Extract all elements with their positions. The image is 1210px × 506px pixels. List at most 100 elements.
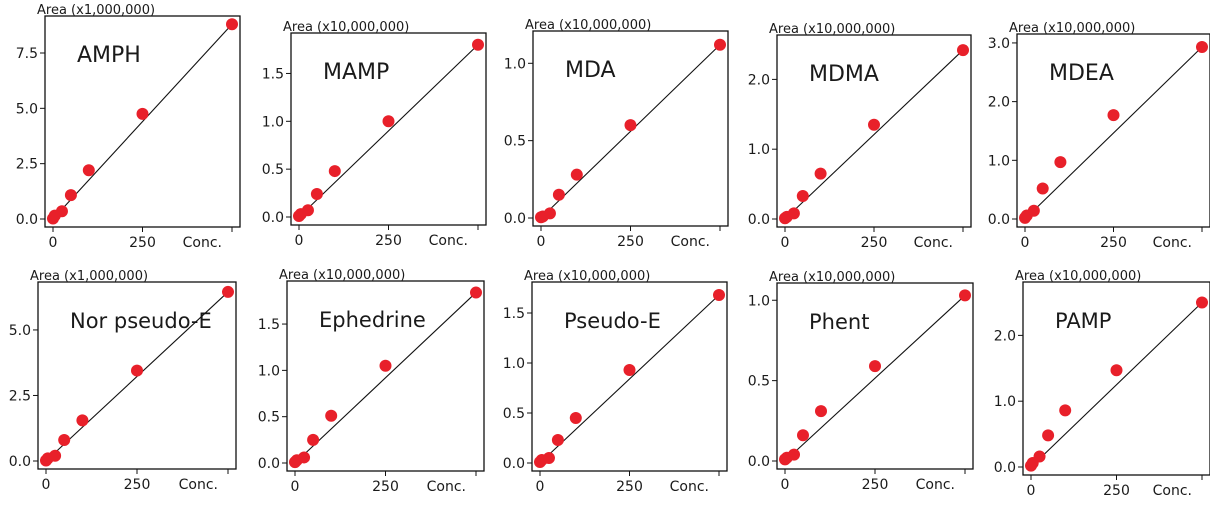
plot-frame (1022, 281, 1210, 476)
x-axis-label: Conc. (1153, 235, 1192, 251)
y-tick-label: 5.0 (16, 101, 38, 117)
data-point (1110, 364, 1123, 377)
y-tick-label: 3.0 (988, 36, 1010, 52)
fit-line (294, 292, 477, 464)
y-tick-label: 7.5 (16, 46, 38, 62)
fit-line (539, 294, 720, 464)
x-axis-label: Conc. (1153, 483, 1192, 499)
data-point (570, 168, 583, 181)
y-tick-label: 1.0 (504, 56, 526, 72)
x-axis-label: Conc. (179, 477, 218, 493)
data-point (788, 448, 800, 461)
x-tick-label: 250 (375, 233, 402, 249)
x-axis-label: Conc. (914, 235, 953, 251)
data-point (713, 289, 725, 301)
fit-line (1024, 46, 1203, 220)
x-tick-label: 0 (295, 233, 304, 249)
data-point (1107, 109, 1120, 122)
fit-line (784, 295, 966, 462)
data-point (310, 188, 323, 201)
data-point (814, 167, 827, 180)
x-tick-label: 250 (862, 477, 889, 493)
data-point (1042, 429, 1055, 442)
x-tick-label: 0 (291, 479, 300, 495)
x-tick-label: 0 (781, 477, 790, 493)
x-axis-label: Conc. (671, 234, 710, 250)
data-point (569, 412, 582, 424)
data-point (1036, 182, 1049, 195)
y-tick-label: 1.5 (258, 317, 280, 333)
y-tick-label: 1.5 (262, 66, 284, 82)
data-point (1196, 41, 1208, 54)
y-tick-label: 1.0 (503, 356, 525, 372)
data-point (815, 405, 827, 418)
y-tick-label: 1.0 (258, 363, 280, 379)
x-tick-label: 250 (861, 235, 888, 251)
data-point (623, 364, 636, 376)
x-tick-label: 0 (1027, 483, 1036, 499)
data-point (542, 452, 555, 464)
x-tick-label: 250 (129, 235, 156, 251)
x-axis-label: Conc. (183, 235, 222, 251)
x-tick-label: 250 (616, 479, 643, 495)
data-point (222, 285, 234, 298)
y-axis-label: Area (x10,000,000) (283, 20, 409, 35)
x-tick-label: 250 (124, 477, 151, 493)
y-tick-label: 0.0 (748, 454, 770, 470)
y-tick-label: 0.0 (988, 212, 1010, 228)
data-point (552, 188, 565, 201)
x-tick-label: 250 (1103, 483, 1130, 499)
data-point (328, 165, 341, 178)
data-point (136, 107, 149, 120)
fit-line (298, 44, 479, 218)
panel-title: MAMP (323, 60, 389, 85)
panel-title: Nor pseudo-E (70, 309, 212, 333)
y-axis-label: Area (x10,000,000) (279, 268, 405, 283)
x-tick-label: 0 (536, 479, 545, 495)
y-tick-label: 1.0 (748, 142, 770, 158)
y-tick-label: 0.5 (748, 374, 770, 390)
data-point (624, 119, 637, 132)
fit-line (784, 49, 964, 220)
y-tick-label: 0.0 (262, 210, 284, 226)
data-point (55, 205, 68, 218)
panel-title: Pseudo-E (564, 309, 661, 333)
data-point (551, 434, 564, 446)
x-tick-label: 250 (372, 479, 399, 495)
y-tick-label: 2.0 (988, 95, 1010, 111)
y-tick-label: 0.0 (9, 454, 31, 470)
y-tick-label: 0.5 (258, 410, 280, 426)
y-axis-label: Area (x1,000,000) (37, 3, 155, 18)
y-tick-label: 2.5 (16, 157, 38, 173)
y-axis-label: Area (x10,000,000) (1009, 21, 1135, 36)
panel-title: PAMP (1055, 309, 1111, 333)
y-tick-label: 0.0 (994, 460, 1016, 476)
x-tick-label: 0 (42, 477, 51, 493)
data-point (470, 286, 482, 299)
x-axis-label: Conc. (670, 479, 709, 495)
data-point (379, 359, 392, 372)
data-point (301, 204, 314, 217)
fit-line (52, 23, 233, 220)
y-axis-label: Area (x10,000,000) (525, 18, 651, 33)
fit-line (1030, 302, 1203, 468)
panel-title: AMPH (77, 43, 141, 68)
data-point (1027, 204, 1040, 217)
data-point (1196, 296, 1208, 309)
x-tick-label: 250 (1100, 235, 1127, 251)
data-point (1054, 156, 1067, 169)
data-point (325, 409, 338, 422)
panel-title: MDEA (1049, 61, 1114, 86)
y-tick-label: 0.0 (748, 212, 770, 228)
y-tick-label: 1.0 (994, 394, 1016, 410)
x-tick-label: 0 (781, 235, 790, 251)
y-axis-label: Area (x10,000,000) (524, 269, 650, 284)
y-tick-label: 0.0 (258, 456, 280, 472)
y-tick-label: 0.0 (16, 212, 38, 228)
data-point (64, 189, 77, 202)
y-tick-label: 0.5 (503, 406, 525, 422)
x-tick-label: 0 (537, 234, 546, 250)
y-tick-label: 5.0 (9, 323, 31, 339)
data-point (307, 433, 320, 446)
